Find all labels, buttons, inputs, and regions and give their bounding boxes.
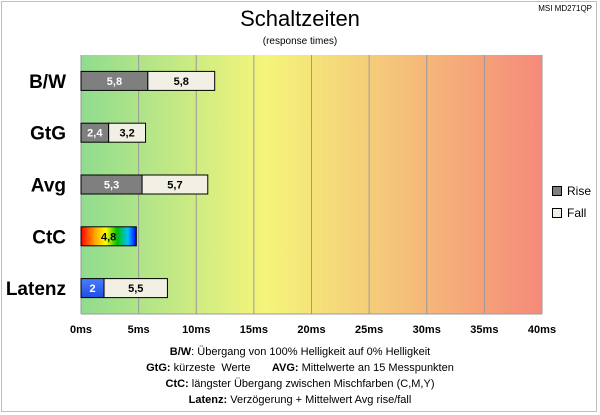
monitor-model: MSI MD271QP <box>538 4 592 13</box>
footnote-ctc-text: längster Übergang zwischen Mischfarben (… <box>188 378 435 390</box>
category-label: B/W <box>29 72 66 93</box>
x-tick-label: 30ms <box>413 324 441 336</box>
bar-fall <box>108 122 147 143</box>
footnote-avg-key: AVG: <box>271 362 299 374</box>
footnote-bw-key: B/W <box>169 346 192 358</box>
legend-swatch-rise <box>552 186 562 196</box>
bar-rise-label: 5,3 <box>104 180 119 192</box>
footnote-latenz-key: Latenz: <box>188 394 228 406</box>
footnote-latenz: Latenz: Verzögerung + Mittelwert Avg ris… <box>0 392 600 408</box>
category-label: Latenz <box>6 279 66 300</box>
bar-fall-label: 5,5 <box>128 283 143 295</box>
bar-fall <box>103 278 168 299</box>
bar-fall-label: 5,7 <box>167 180 182 192</box>
x-tick-label: 40ms <box>528 324 556 336</box>
bar-rise-label: 4,8 <box>101 231 116 243</box>
bar-rise <box>80 226 137 247</box>
bar-fall <box>141 174 209 195</box>
bar-fall <box>147 70 216 91</box>
chart-subtitle: (response times) <box>262 36 338 47</box>
bar-rise-label: 2 <box>89 283 95 295</box>
bar-fall-label: 5,8 <box>174 76 189 88</box>
legend-swatch-fall <box>552 208 562 218</box>
x-tick-label: 5ms <box>128 324 150 336</box>
category-label: CtC <box>32 227 66 248</box>
footnote-gtg-key: GtG: <box>146 362 171 374</box>
category-label: Avg <box>31 176 66 197</box>
footnote-latenz-text: Verzögerung + Mittelwert Avg rise/fall <box>227 394 412 406</box>
footnote-gtg-text: kürzeste Werte <box>170 362 272 374</box>
bar-rise-label: 2,4 <box>87 128 103 140</box>
x-tick-label: 25ms <box>355 324 383 336</box>
footnote-ctc: CtC: längster Übergang zwischen Mischfar… <box>0 376 600 392</box>
legend-item-rise: Rise <box>552 180 591 202</box>
x-tick-label: 15ms <box>240 324 268 336</box>
footnote-bw: B/W: Übergang von 100% Helligkeit auf 0%… <box>0 344 600 360</box>
footnote-bw-text: : Übergang von 100% Helligkeit auf 0% He… <box>191 346 431 358</box>
x-tick-label: 10ms <box>182 324 210 336</box>
chart-legend: Rise Fall <box>552 180 591 224</box>
legend-item-fall: Fall <box>552 202 591 224</box>
footnote-avg-text: Mittelwerte an 15 Messpunkten <box>298 362 454 374</box>
footnote-gtg-avg: GtG: kürzeste Werte AVG: Mittelwerte an … <box>0 360 600 376</box>
category-label: GtG <box>30 124 66 145</box>
footnote-ctc-key: CtC: <box>165 378 189 390</box>
legend-label-fall: Fall <box>567 206 587 220</box>
x-tick-label: 0ms <box>70 324 92 336</box>
x-tick-label: 20ms <box>297 324 325 336</box>
bar-fall-label: 3,2 <box>119 128 134 140</box>
bar-rise-label: 5,8 <box>107 76 122 88</box>
legend-label-rise: Rise <box>567 184 592 198</box>
x-tick-label: 35ms <box>470 324 498 336</box>
chart-title: Schaltzeiten <box>240 6 360 31</box>
footnotes: B/W: Übergang von 100% Helligkeit auf 0%… <box>0 344 600 408</box>
